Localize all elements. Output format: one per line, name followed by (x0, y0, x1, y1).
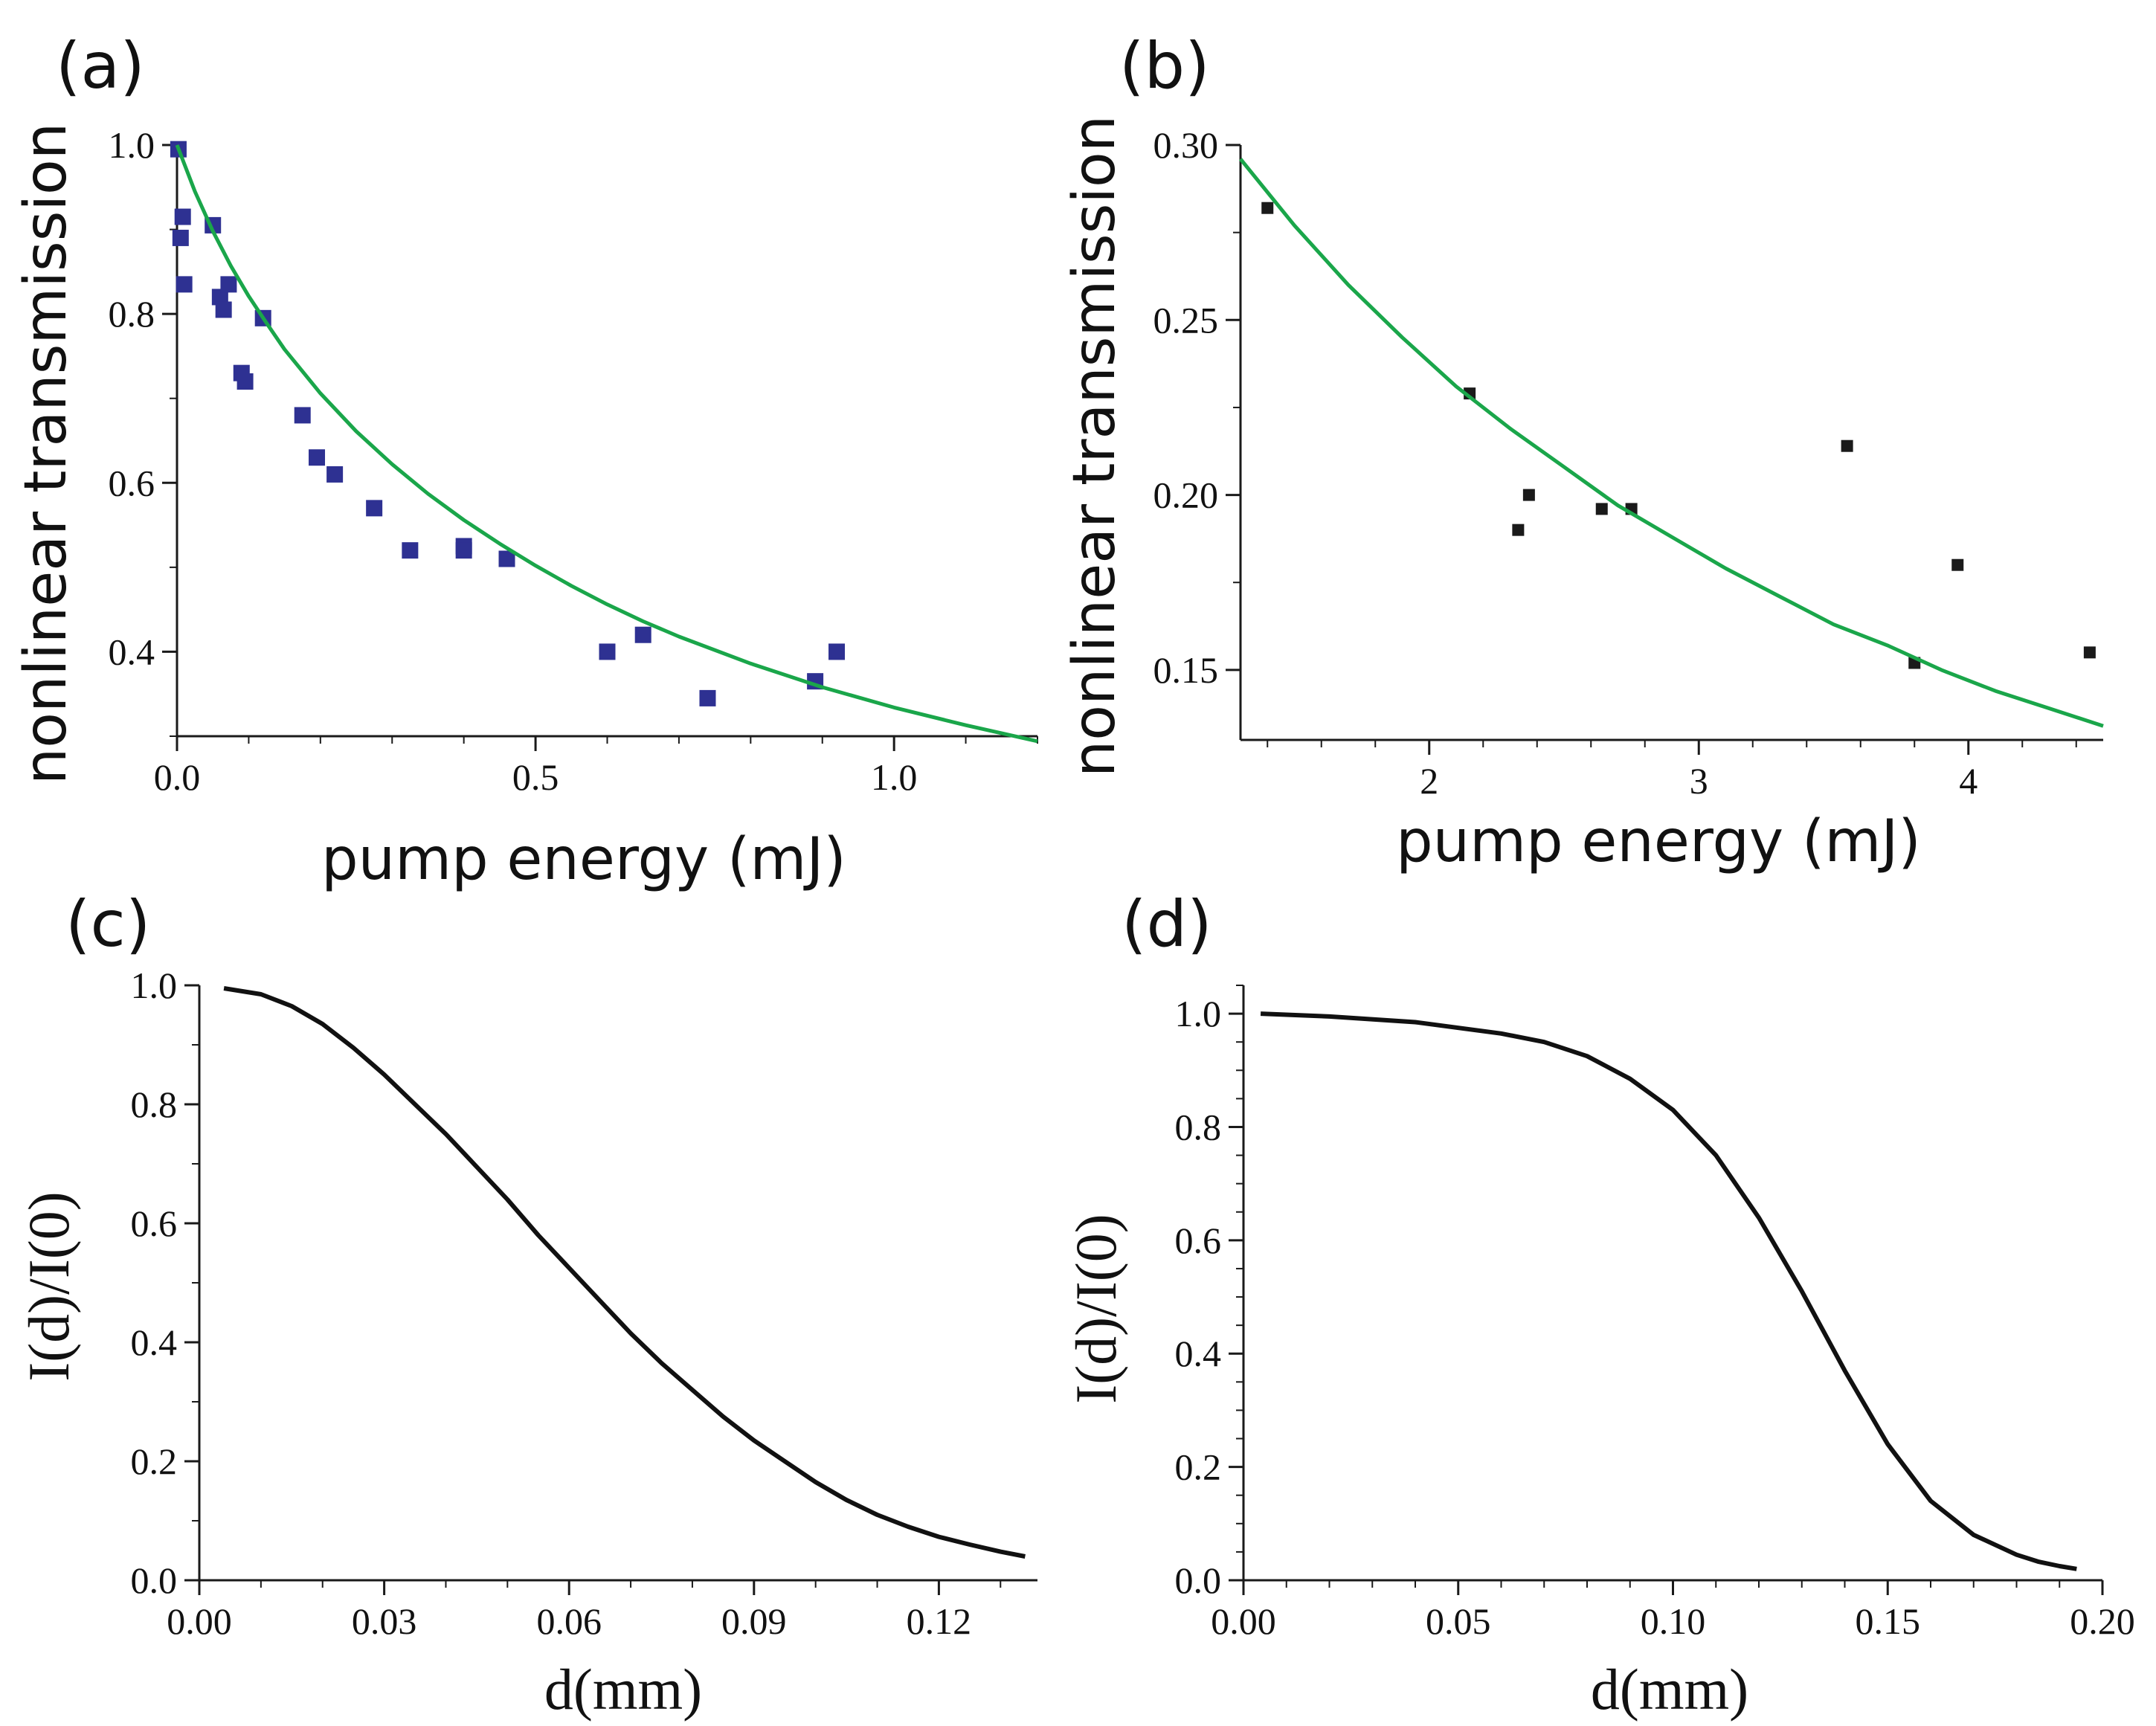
x-tick-label: 0.5 (512, 756, 559, 798)
y-tick-label: 0.8 (131, 1083, 178, 1125)
data-point (828, 643, 846, 660)
x-tick-label: 0.10 (1641, 1600, 1706, 1642)
panel-a-axes: 0.0 0.5 1.0 0.4 0.6 0.8 1.0 (109, 124, 1038, 798)
y-tick-label: 0.2 (131, 1440, 178, 1482)
y-tick-label: 1.0 (109, 124, 155, 166)
x-tick-label: 0.12 (907, 1600, 972, 1642)
y-tick-label: 0.20 (1153, 474, 1219, 516)
panel-c-xlabel: d(mm) (544, 1657, 702, 1722)
y-tick-label: 0.8 (109, 293, 155, 335)
data-point (1512, 524, 1525, 536)
y-tick-label: 0.4 (109, 631, 155, 672)
fit-curve (1239, 158, 2104, 728)
fit-curve (175, 144, 1038, 744)
panel-c-axes: 0.00 0.03 0.06 0.09 0.12 0.0 0.2 0.4 0.6 0.8 1.0 (131, 965, 1037, 1642)
x-tick-label: 0.15 (1856, 1600, 1921, 1642)
data-point (2083, 646, 2096, 659)
y-tick-label: 0.15 (1153, 649, 1219, 691)
panel-b-ylabel: nonlinear transmission (1061, 115, 1128, 777)
data-point (634, 626, 651, 643)
y-tick-label: 1.0 (1175, 993, 1222, 1034)
y-tick-label: 0.4 (1175, 1333, 1222, 1374)
x-tick-label: 0.05 (1426, 1600, 1491, 1642)
x-tick-label: 0.00 (167, 1600, 232, 1642)
data-point (1261, 202, 1274, 214)
data-point (366, 500, 383, 517)
y-tick-label: 0.6 (1175, 1220, 1222, 1261)
y-tick-label: 0.2 (1175, 1446, 1222, 1488)
data-point (1951, 558, 1964, 571)
x-tick-label: 4 (1959, 760, 1978, 802)
panel-d-label: (d) (1122, 887, 1212, 962)
x-tick-label: 0.0 (154, 756, 201, 798)
data-point (211, 289, 228, 306)
y-tick-label: 0.0 (131, 1559, 178, 1601)
y-tick-label: 0.30 (1153, 124, 1219, 166)
x-tick-label: 0.20 (2070, 1600, 2135, 1642)
data-point (220, 276, 237, 293)
data-point (326, 466, 344, 483)
panel-c-ylabel: I(d)/I(0) (16, 1191, 81, 1382)
x-tick-label: 2 (1420, 760, 1438, 802)
data-point (402, 542, 419, 559)
y-tick-label: 0.25 (1153, 299, 1219, 341)
y-tick-label: 0.8 (1175, 1106, 1222, 1147)
x-tick-label: 0.09 (721, 1600, 787, 1642)
panel-d: (d) 0.00 0.05 0.10 0.15 0.20 0.0 0.2 0.4 0.6 0.8 1… (1063, 887, 2135, 1722)
data-point (599, 643, 616, 660)
x-tick-label: 0.03 (352, 1600, 417, 1642)
data-point (172, 229, 189, 246)
panel-b: (b) 2 3 4 0.15 0.20 0.25 0.30 pump energy (mJ)… (1061, 29, 2104, 875)
data-point (236, 373, 254, 390)
y-tick-label: 0.4 (131, 1321, 178, 1363)
data-point (455, 542, 472, 559)
panel-c-label: (c) (65, 887, 150, 962)
panel-a-xlabel: pump energy (mJ) (321, 826, 846, 893)
data-point (176, 276, 193, 293)
intensity-profile-line (223, 986, 1026, 1559)
panel-c: (c) 0.00 0.03 0.06 0.09 0.12 0.0 0.2 0.4 0.6 0.8 1… (16, 887, 1037, 1722)
data-point (174, 208, 191, 225)
data-point (215, 301, 232, 318)
panel-d-ylabel: I(d)/I(0) (1063, 1214, 1128, 1404)
data-point (1595, 503, 1608, 515)
panel-a-label: (a) (56, 29, 145, 103)
y-tick-label: 0.6 (131, 1202, 178, 1244)
x-tick-label: 3 (1690, 760, 1708, 802)
panel-a: (a) 0.0 0.5 1.0 0.4 0.6 0.8 1.0 pump energy (m… (13, 29, 1038, 893)
data-point (1841, 439, 1853, 452)
data-point (309, 449, 326, 466)
panel-d-axes: 0.00 0.05 0.10 0.15 0.20 0.0 0.2 0.4 0.6 0.8 1.0 (1175, 985, 2135, 1642)
panel-b-label: (b) (1119, 29, 1210, 103)
y-tick-label: 1.0 (131, 965, 178, 1006)
y-tick-label: 0.6 (109, 462, 155, 503)
panel-b-axes: 2 3 4 0.15 0.20 0.25 0.30 (1153, 124, 2104, 802)
panel-a-ylabel: nonlinear transmission (13, 123, 80, 785)
panel-b-xlabel: pump energy (mJ) (1396, 808, 1921, 875)
x-tick-label: 0.00 (1211, 1600, 1276, 1642)
intensity-profile-line (1260, 1011, 2077, 1571)
data-point (699, 689, 716, 706)
data-point (1522, 489, 1535, 501)
x-tick-label: 0.06 (536, 1600, 602, 1642)
x-tick-label: 1.0 (871, 756, 918, 798)
data-point (498, 550, 515, 567)
data-point (294, 407, 311, 424)
panel-d-xlabel: d(mm) (1591, 1657, 1748, 1722)
y-tick-label: 0.0 (1175, 1559, 1222, 1601)
